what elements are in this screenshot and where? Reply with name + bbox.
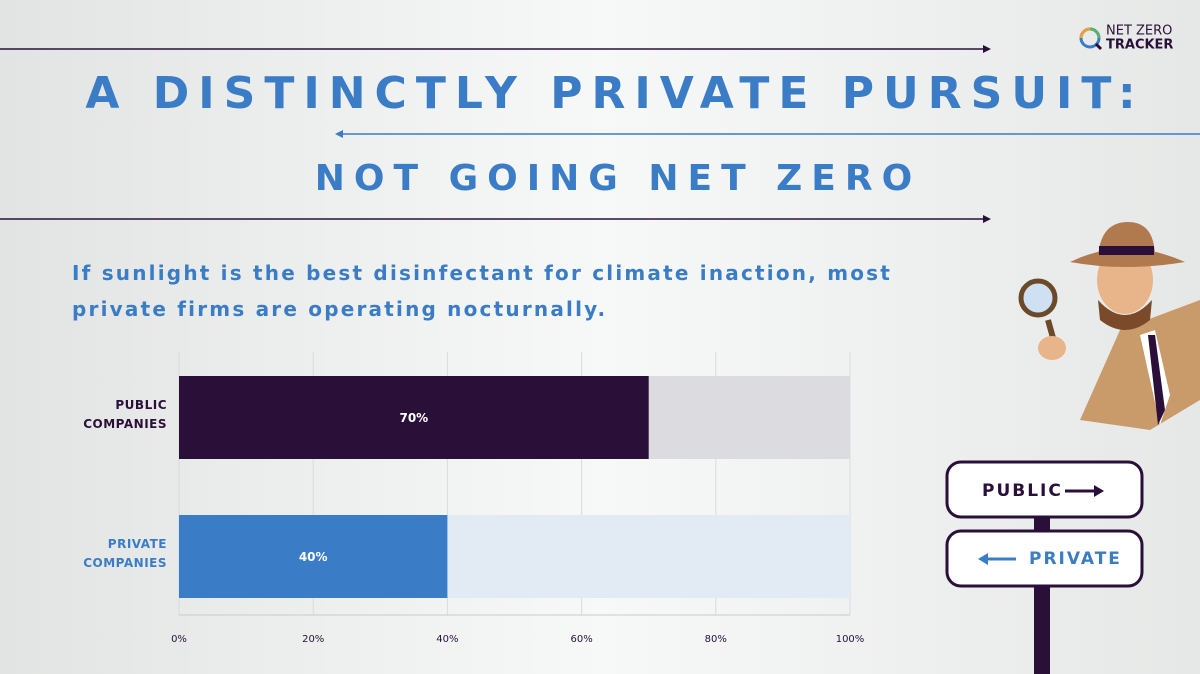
caption-box: If sunlight is the best disinfectant for…	[72, 261, 893, 321]
x-tick-label: 40%	[436, 634, 458, 645]
signpost: PUBLIC PRIVATE	[945, 460, 1144, 674]
subtitle: NOT GOING NET ZERO	[315, 158, 921, 199]
detective	[1018, 222, 1200, 430]
logo-text: TRACKER	[1106, 38, 1173, 53]
category-label: PRIVATE COMPANIES	[83, 536, 167, 570]
sign-label: PRIVATE	[1029, 549, 1122, 569]
x-tick-label: 20%	[302, 634, 324, 645]
logo: NET ZERO TRACKER	[1079, 24, 1173, 53]
value-label: 40%	[299, 550, 328, 564]
x-tick-label: 60%	[570, 634, 592, 645]
category-label-box: PUBLIC COMPANIES	[83, 397, 167, 431]
category-label-box: PRIVATE COMPANIES	[83, 536, 167, 570]
bar	[179, 515, 448, 598]
decor-lines	[0, 45, 1200, 223]
chart: 0% 20% 40% 60% 80% 100% 70% PUBLIC COMPANIES 40%…	[83, 352, 865, 645]
logo-text: NET ZERO	[1106, 24, 1172, 39]
bar	[179, 376, 649, 459]
x-tick-label: 0%	[171, 634, 187, 645]
x-tick-label: 80%	[705, 634, 727, 645]
category-label: PUBLIC COMPANIES	[83, 397, 167, 431]
sign-label: PUBLIC	[982, 481, 1063, 501]
title: A DISTINCTLY PRIVATE PURSUIT:	[85, 68, 1144, 119]
value-label: 70%	[399, 411, 428, 425]
x-tick-label: 100%	[836, 634, 865, 645]
caption: If sunlight is the best disinfectant for…	[72, 261, 893, 321]
